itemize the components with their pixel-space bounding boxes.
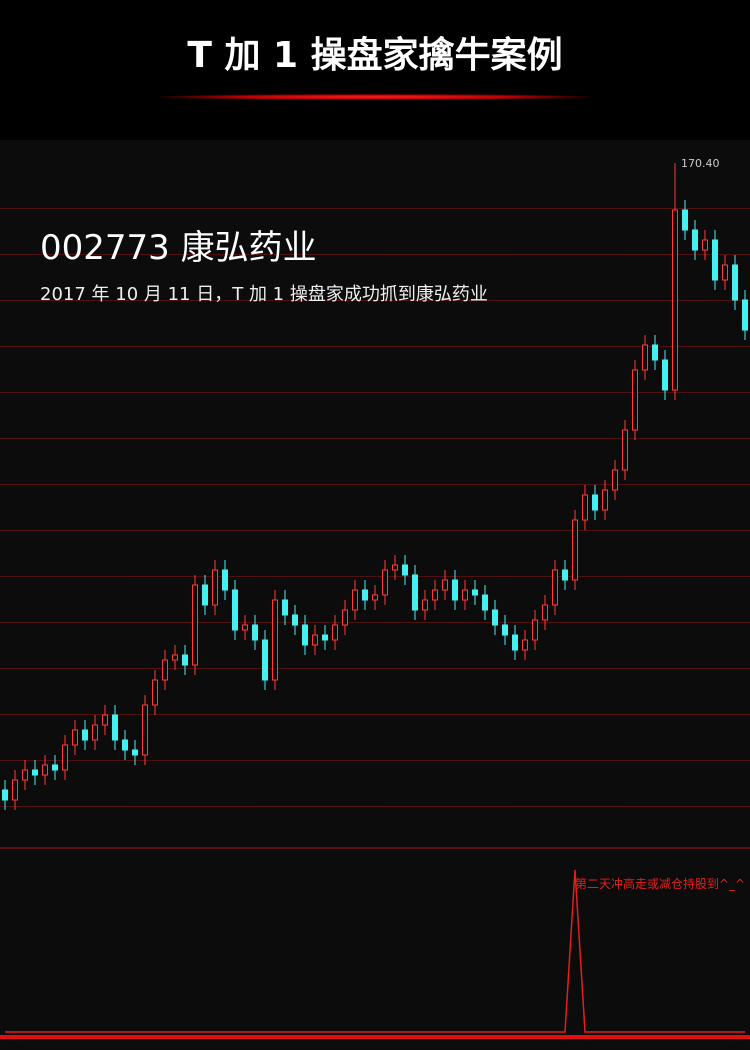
candle-body xyxy=(502,624,508,636)
candle-body xyxy=(432,589,438,601)
candle-body xyxy=(332,624,338,641)
candle-body xyxy=(112,714,118,741)
candle-body xyxy=(512,634,518,651)
candle-body xyxy=(592,494,598,511)
candle-body xyxy=(742,299,748,331)
candle-body xyxy=(282,599,288,616)
candle-body xyxy=(22,769,28,781)
candle-body xyxy=(642,344,648,371)
candle-body xyxy=(202,584,208,606)
candle-body xyxy=(212,569,218,606)
candle-body xyxy=(602,489,608,511)
candle-body xyxy=(72,729,78,746)
candle-body xyxy=(32,769,38,776)
candle-body xyxy=(622,429,628,471)
candle-body xyxy=(482,594,488,611)
candle-body xyxy=(222,569,228,591)
candle-body xyxy=(572,519,578,581)
candle-body xyxy=(682,209,688,231)
candle-body xyxy=(702,239,708,251)
candle-body xyxy=(562,569,568,581)
candle-body xyxy=(522,639,528,651)
candle-body xyxy=(192,584,198,666)
candle-body xyxy=(542,604,548,621)
candle-body xyxy=(352,589,358,611)
candle-body xyxy=(42,764,48,776)
candle-body xyxy=(532,619,538,641)
candle-body xyxy=(652,344,658,361)
candle-body xyxy=(612,469,618,491)
candle-body xyxy=(162,659,168,681)
candle-body xyxy=(662,359,668,391)
candle-body xyxy=(452,579,458,601)
candle-body xyxy=(692,229,698,251)
candle-body xyxy=(632,369,638,431)
candle-body xyxy=(402,564,408,576)
candle-body xyxy=(292,614,298,626)
candle-body xyxy=(442,579,448,591)
candle-body xyxy=(142,704,148,756)
candle-body xyxy=(322,634,328,641)
candle-body xyxy=(552,569,558,606)
candle-body xyxy=(102,714,108,726)
candle-body xyxy=(472,589,478,596)
candle-body xyxy=(12,779,18,801)
candle-body xyxy=(312,634,318,646)
candle-body xyxy=(52,764,58,771)
candle-body xyxy=(262,639,268,681)
candle-body xyxy=(362,589,368,601)
indicator-line xyxy=(5,869,745,1033)
candle-body xyxy=(2,789,8,801)
candle-body xyxy=(382,569,388,596)
candle-body xyxy=(172,654,178,661)
candle-body xyxy=(462,589,468,601)
candle-body xyxy=(182,654,188,666)
candle-body xyxy=(252,624,258,641)
candle-body xyxy=(732,264,738,301)
candle-body xyxy=(232,589,238,631)
title: T 加 1 操盘家擒牛案例 xyxy=(187,35,563,76)
candle-body xyxy=(82,729,88,741)
stock-name: 002773 康弘药业 xyxy=(40,228,317,268)
glow-line xyxy=(160,94,590,100)
candle-body xyxy=(92,724,98,741)
candle-body xyxy=(422,599,428,611)
candle-body xyxy=(62,744,68,771)
caption: 2017 年 10 月 11 日，T 加 1 操盘家成功抓到康弘药业 xyxy=(40,284,488,305)
candle-body xyxy=(712,239,718,281)
candle-body xyxy=(132,749,138,756)
candle-body xyxy=(722,264,728,281)
candle-body xyxy=(582,494,588,521)
candle-body xyxy=(392,564,398,571)
candle-body xyxy=(412,574,418,611)
candle-body xyxy=(272,599,278,681)
candle-body xyxy=(492,609,498,626)
candle-body xyxy=(372,594,378,601)
candle-body xyxy=(152,679,158,706)
header: T 加 1 操盘家擒牛案例 xyxy=(0,0,750,140)
max-price-label: 170.40 xyxy=(681,157,720,170)
candle-body xyxy=(342,609,348,626)
candle-body xyxy=(672,209,678,391)
indicator-label: 第二天冲高走或减仓持股到^_^ xyxy=(575,876,745,891)
candle-body xyxy=(122,739,128,751)
candle-body xyxy=(242,624,248,631)
candle-body xyxy=(302,624,308,646)
